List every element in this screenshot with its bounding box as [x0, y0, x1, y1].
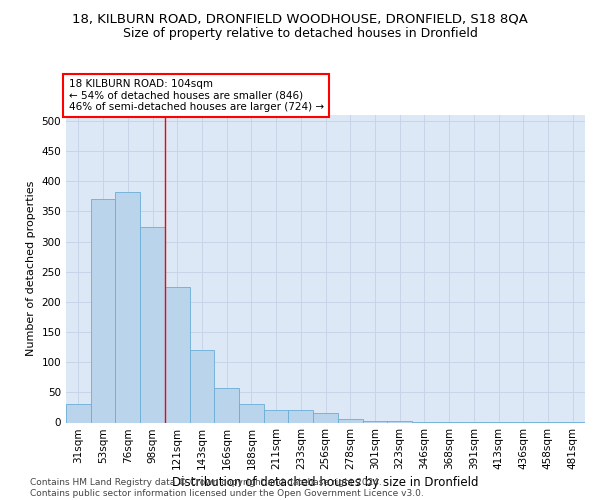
- Bar: [140, 226, 165, 422]
- Bar: [289, 410, 313, 422]
- Text: Contains HM Land Registry data © Crown copyright and database right 2024.
Contai: Contains HM Land Registry data © Crown c…: [30, 478, 424, 498]
- Bar: [214, 388, 239, 422]
- Bar: [66, 404, 91, 422]
- Bar: [165, 287, 190, 422]
- Text: 18 KILBURN ROAD: 104sqm
← 54% of detached houses are smaller (846)
46% of semi-d: 18 KILBURN ROAD: 104sqm ← 54% of detache…: [68, 78, 324, 112]
- Y-axis label: Number of detached properties: Number of detached properties: [26, 181, 36, 356]
- Bar: [115, 192, 140, 422]
- Bar: [313, 414, 338, 422]
- Text: 18, KILBURN ROAD, DRONFIELD WOODHOUSE, DRONFIELD, S18 8QA: 18, KILBURN ROAD, DRONFIELD WOODHOUSE, D…: [72, 12, 528, 26]
- X-axis label: Distribution of detached houses by size in Dronfield: Distribution of detached houses by size …: [172, 476, 479, 490]
- Bar: [264, 410, 289, 422]
- Bar: [190, 350, 214, 422]
- Bar: [338, 419, 362, 422]
- Bar: [91, 200, 115, 422]
- Text: Size of property relative to detached houses in Dronfield: Size of property relative to detached ho…: [122, 28, 478, 40]
- Bar: [239, 404, 264, 422]
